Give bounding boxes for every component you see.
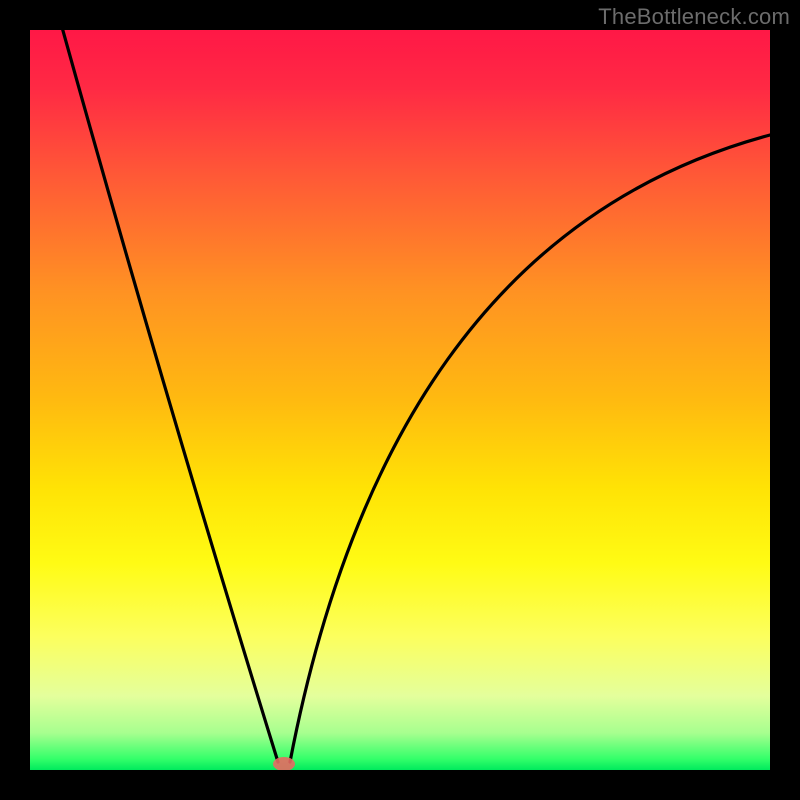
optimal-point-marker bbox=[273, 757, 295, 770]
marker-layer bbox=[30, 30, 770, 770]
plot-area bbox=[30, 30, 770, 770]
watermark-text: TheBottleneck.com bbox=[598, 4, 790, 30]
